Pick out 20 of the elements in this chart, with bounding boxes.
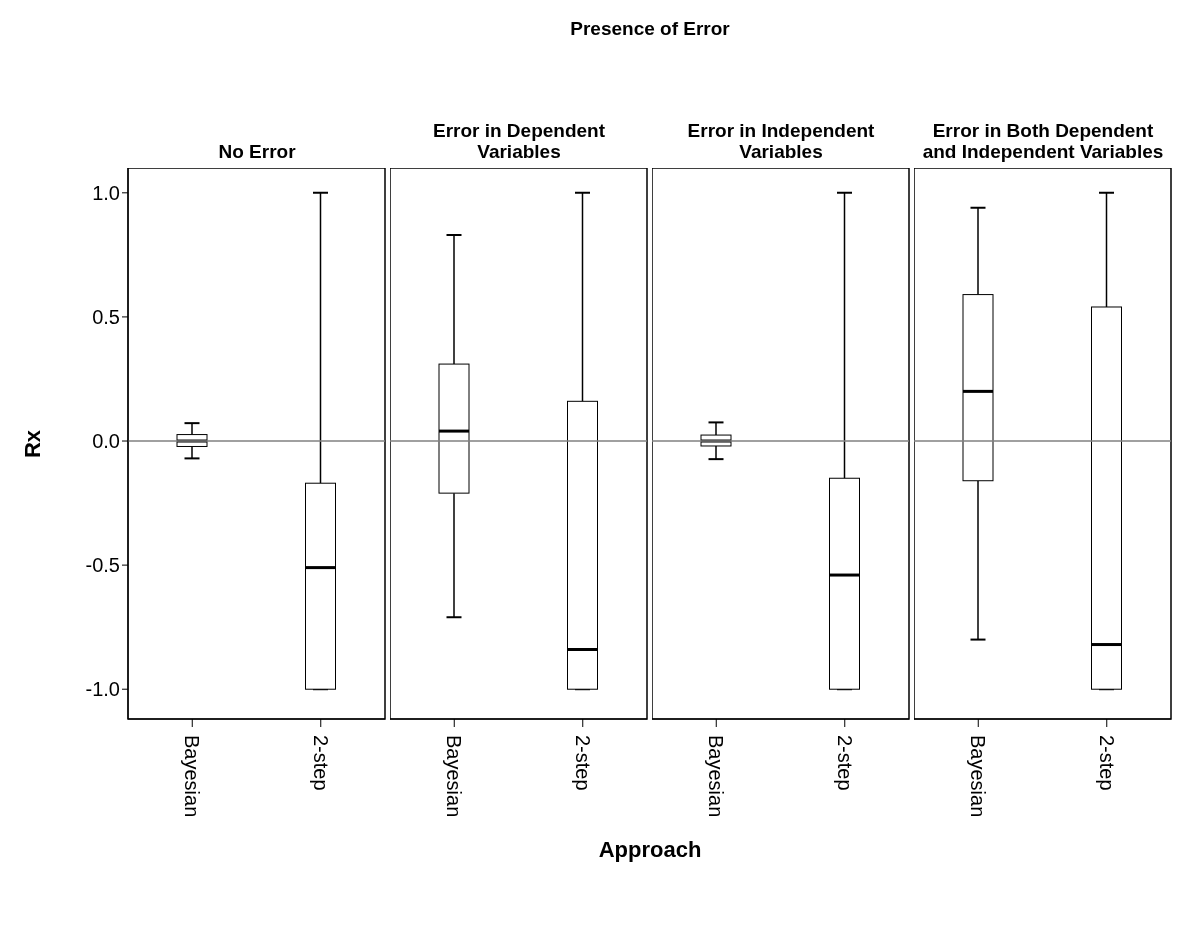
- y-tick-label: -0.5: [85, 554, 120, 577]
- x-tick-label: 2-step: [309, 735, 332, 791]
- chart-title: No Error: [218, 141, 296, 162]
- y-tick-label: -1.0: [85, 678, 120, 701]
- x-tick-label: Bayesian: [705, 735, 728, 818]
- y-tick-label: 1.0: [92, 181, 120, 204]
- text: Presence of Error: [569, 17, 731, 41]
- x-tick-label: Bayesian: [967, 735, 990, 818]
- x-tick-label: 2-step: [1095, 735, 1118, 791]
- y-axis-title: Rx: [20, 429, 46, 458]
- x-tick-label: Bayesian: [443, 735, 466, 818]
- x-tick-label: Bayesian: [181, 735, 204, 818]
- chart-title: Error in Both Dependent and Independent Variables: [921, 120, 1165, 162]
- x-tick-label: 2-step: [833, 735, 856, 791]
- y-tick-label: 0.0: [92, 430, 120, 453]
- chart-title: Error in Independent Variables: [686, 120, 876, 162]
- chart-title: Error in Dependent Variables: [431, 120, 607, 162]
- x-tick-label: 2-step: [571, 735, 594, 791]
- y-tick-label: 0.5: [92, 306, 120, 329]
- x-axis-title: Approach: [597, 837, 703, 863]
